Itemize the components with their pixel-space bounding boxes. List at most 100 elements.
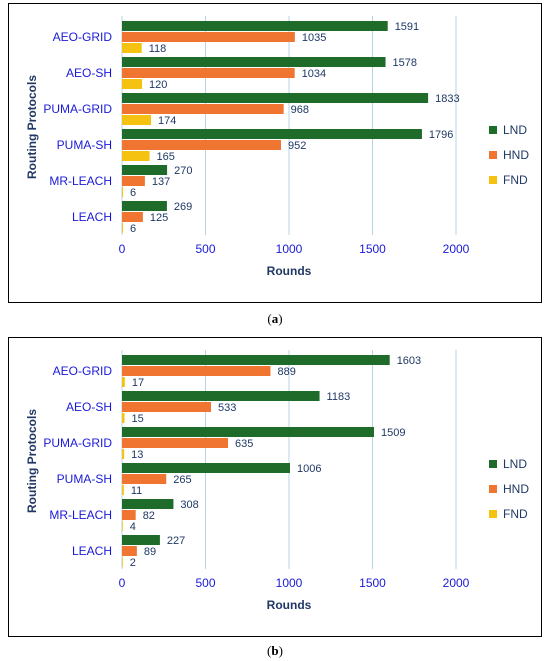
data-label: 1006 bbox=[297, 463, 321, 475]
category-label: AEO-GRID bbox=[53, 30, 113, 44]
data-label: 165 bbox=[157, 151, 175, 163]
category-label: LEACH bbox=[72, 544, 112, 558]
category-label: PUMA-SH bbox=[57, 472, 112, 486]
bar bbox=[122, 413, 125, 423]
data-label: 270 bbox=[174, 165, 192, 177]
legend-label: LND bbox=[503, 457, 527, 471]
category-label: PUMA-GRID bbox=[43, 102, 112, 116]
data-label: 17 bbox=[132, 377, 144, 389]
data-label: 1035 bbox=[302, 32, 326, 44]
bar bbox=[122, 485, 124, 495]
bar bbox=[122, 366, 271, 376]
bar bbox=[122, 79, 143, 89]
bar bbox=[122, 355, 390, 365]
data-label: 533 bbox=[218, 402, 236, 414]
bar bbox=[122, 546, 137, 556]
bar bbox=[122, 201, 167, 211]
category-label: AEO-SH bbox=[66, 400, 112, 414]
data-label: 125 bbox=[150, 212, 168, 224]
bar bbox=[122, 32, 295, 42]
chart-panel-b: 0 500 1000 1500 2000 AEO-GRID 1603 889 17 AEO-SH 1… bbox=[8, 337, 542, 637]
x-tick-label: 1500 bbox=[359, 242, 386, 256]
data-label: 6 bbox=[130, 223, 136, 235]
chart-panel-a: 0 500 1000 1500 2000 AEO-GRID 1591 1035 118 AEO-S… bbox=[8, 3, 542, 303]
category-label: PUMA-SH bbox=[57, 138, 112, 152]
legend-swatch bbox=[489, 460, 497, 468]
data-label: 13 bbox=[131, 449, 143, 461]
bar bbox=[122, 21, 388, 31]
bar bbox=[122, 115, 152, 125]
bar bbox=[122, 521, 123, 531]
chart-a: 0 500 1000 1500 2000 AEO-GRID 1591 1035 118 AEO-S… bbox=[25, 16, 529, 278]
bar bbox=[122, 43, 142, 53]
bar bbox=[122, 463, 291, 473]
data-label: 174 bbox=[158, 115, 176, 127]
bar bbox=[122, 176, 145, 186]
data-label: 1796 bbox=[429, 129, 453, 141]
legend-label: HND bbox=[503, 148, 529, 162]
legend-swatch bbox=[489, 126, 497, 134]
data-label: 1034 bbox=[302, 68, 326, 80]
caption-b: (b) bbox=[267, 643, 283, 658]
data-label: 6 bbox=[130, 187, 136, 199]
category-label: LEACH bbox=[72, 210, 112, 224]
x-tick-label: 2000 bbox=[443, 576, 470, 590]
bar bbox=[122, 510, 136, 520]
bar bbox=[122, 140, 281, 150]
bar bbox=[122, 68, 295, 78]
legend-swatch bbox=[489, 510, 497, 518]
data-label: 1509 bbox=[381, 427, 405, 439]
bar bbox=[122, 557, 123, 567]
data-label: 308 bbox=[180, 499, 198, 511]
data-label: 968 bbox=[291, 104, 309, 116]
data-label: 120 bbox=[149, 79, 167, 91]
bar bbox=[122, 187, 124, 197]
bar bbox=[122, 474, 167, 484]
chart-b: 0 500 1000 1500 2000 AEO-GRID 1603 889 17 AEO-SH 1… bbox=[25, 350, 529, 612]
bar bbox=[122, 449, 125, 459]
legend-swatch bbox=[489, 151, 497, 159]
data-label: 4 bbox=[130, 521, 136, 533]
data-label: 1603 bbox=[397, 355, 421, 367]
bar bbox=[122, 427, 375, 437]
y-axis-title: Routing Protocols bbox=[25, 409, 39, 513]
data-label: 265 bbox=[173, 474, 191, 486]
category-label: MR-LEACH bbox=[49, 508, 112, 522]
bar bbox=[122, 499, 174, 509]
category-label: MR-LEACH bbox=[49, 174, 112, 188]
bar bbox=[122, 93, 429, 103]
x-axis-title: Rounds bbox=[267, 598, 312, 612]
x-tick-label: 1500 bbox=[359, 576, 386, 590]
data-label: 89 bbox=[144, 546, 156, 558]
data-label: 952 bbox=[288, 140, 306, 152]
bar bbox=[122, 377, 125, 387]
bar bbox=[122, 212, 143, 222]
legend-swatch bbox=[489, 176, 497, 184]
x-tick-label: 500 bbox=[195, 576, 215, 590]
x-tick-label: 0 bbox=[119, 576, 126, 590]
data-label: 269 bbox=[174, 201, 192, 213]
legend-label: HND bbox=[503, 482, 529, 496]
category-label: AEO-GRID bbox=[53, 364, 113, 378]
bar bbox=[122, 165, 168, 175]
y-axis-title: Routing Protocols bbox=[25, 75, 39, 179]
data-label: 15 bbox=[132, 413, 144, 425]
data-label: 1591 bbox=[395, 21, 419, 33]
legend-swatch bbox=[489, 485, 497, 493]
data-label: 82 bbox=[143, 510, 155, 522]
legend-label: FND bbox=[503, 507, 528, 521]
category-label: PUMA-GRID bbox=[43, 436, 112, 450]
bar bbox=[122, 151, 150, 161]
bar bbox=[122, 391, 320, 401]
bar bbox=[122, 104, 284, 114]
data-label: 889 bbox=[277, 366, 295, 378]
data-label: 1578 bbox=[393, 57, 417, 69]
x-tick-label: 0 bbox=[119, 242, 126, 256]
x-tick-label: 500 bbox=[195, 242, 215, 256]
data-label: 227 bbox=[167, 535, 185, 547]
data-label: 1833 bbox=[435, 93, 459, 105]
caption-a: (a) bbox=[267, 311, 283, 326]
bar bbox=[122, 438, 229, 448]
bar bbox=[122, 57, 386, 67]
data-label: 1183 bbox=[327, 391, 351, 403]
